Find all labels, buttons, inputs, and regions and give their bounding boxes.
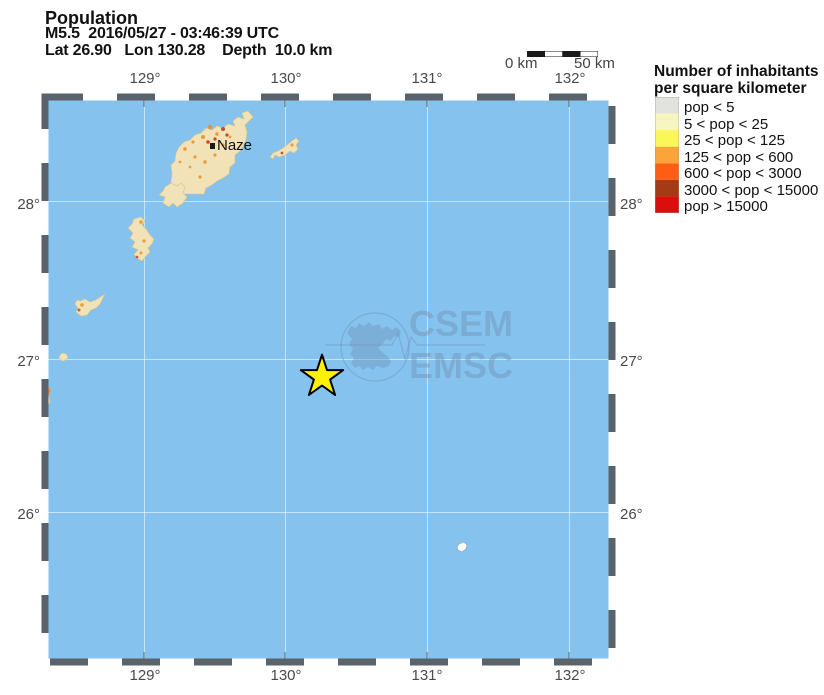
svg-text:CSEM: CSEM [409,303,513,344]
svg-text:Naze: Naze [217,137,252,154]
svg-text:EMSC: EMSC [409,345,513,386]
